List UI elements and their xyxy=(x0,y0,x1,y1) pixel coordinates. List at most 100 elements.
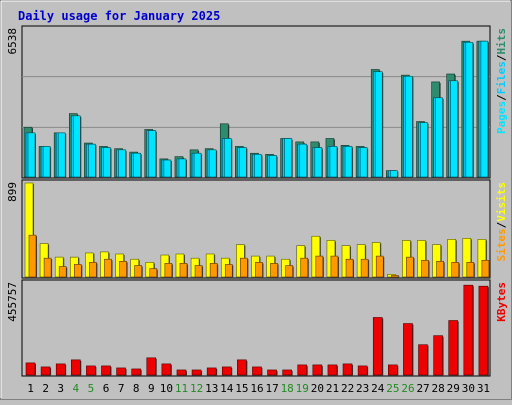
panel-bottom-legend: KBytes xyxy=(495,282,508,322)
x-tick-labels: 1 2 3 4 5 6 7 8 9 10 11 12 13 14 15 16 17 18 19 20 21 22 23 24 2… xyxy=(27,382,490,395)
bar-kbytes-day-15: KBytes 15: 75000 xyxy=(237,359,247,376)
x-tick-day-28: 28 xyxy=(432,382,445,395)
bar-pages-day-1: Pages 1: 1950 xyxy=(27,132,36,178)
bar-kbytes-day-12: KBytes 12: 25000 xyxy=(191,369,202,376)
bar-kbytes-day-10: KBytes 10: 55000 xyxy=(161,363,172,376)
chart-title: Daily usage for January 2025 xyxy=(18,9,220,23)
x-tick-day-13: 13 xyxy=(205,382,218,395)
bar-sites-day-31: Sites 31: 160 xyxy=(481,259,490,278)
bar-kbytes-day-8: KBytes 8: 30000 xyxy=(131,368,141,376)
panel-bottom: 455757 KBytes 1: 60000 KBytes 2: 40000 KByt… xyxy=(6,279,508,377)
legend-hits: Hits xyxy=(495,28,508,55)
bar-sites-day-5: Sites 5: 140 xyxy=(89,262,97,278)
x-tick-day-5: 5 xyxy=(88,382,95,395)
bar-kbytes-day-11: KBytes 11: 25000 xyxy=(176,369,187,376)
bar-sites-day-8: Sites 8: 110 xyxy=(134,265,142,278)
bar-pages-day-3: Pages 3: 1950 xyxy=(57,132,66,178)
bar-pages-day-9: Pages 9: 2050 xyxy=(148,130,157,178)
bar-kbytes-day-24: KBytes 24: 285000 xyxy=(372,317,383,376)
bar-kbytes-day-1: KBytes 1: 60000 xyxy=(25,362,36,376)
bar-sites-day-6: Sites 6: 170 xyxy=(104,258,112,278)
bar-sites-day-15: Sites 15: 180 xyxy=(240,257,248,278)
bar-sites-day-19: Sites 19: 180 xyxy=(300,257,309,278)
bar-sites-day-10: Sites 10: 130 xyxy=(164,263,173,278)
bar-pages-day-5: Pages 5: 1450 xyxy=(88,143,96,178)
bar-kbytes-day-5: KBytes 5: 45000 xyxy=(86,365,96,376)
bar-pages-day-21: Pages 21: 1350 xyxy=(329,146,338,178)
bar-kbytes-day-28: KBytes 28: 195000 xyxy=(433,335,443,376)
bar-pages-day-18: Pages 18: 1700 xyxy=(284,138,292,178)
x-tick-day-7: 7 xyxy=(118,382,125,395)
chart-panels: 6538Hits 1: 2200Files 1: 1950Pages 1: 19… xyxy=(6,25,508,377)
x-tick-day-9: 9 xyxy=(148,382,155,395)
bar-kbytes-day-6: KBytes 6: 45000 xyxy=(101,365,111,376)
bar-pages-day-28: Pages 28: 3500 xyxy=(435,97,443,178)
bar-kbytes-day-25: KBytes 25: 50000 xyxy=(388,364,398,376)
bar-sites-day-24: Sites 24: 200 xyxy=(375,255,384,278)
bar-sites-day-22: Sites 22: 170 xyxy=(345,258,354,278)
bar-kbytes-day-3: KBytes 3: 55000 xyxy=(55,363,66,376)
x-tick-day-27: 27 xyxy=(416,382,429,395)
bar-sites-day-29: Sites 29: 140 xyxy=(451,262,460,278)
bar-kbytes-day-16: KBytes 16: 40000 xyxy=(252,366,262,376)
bar-kbytes-day-4: KBytes 4: 75000 xyxy=(70,359,81,376)
bar-pages-day-23: Pages 23: 1300 xyxy=(359,147,368,178)
bar-pages-day-19: Pages 19: 1450 xyxy=(299,143,308,178)
bar-pages-day-10: Pages 10: 750 xyxy=(163,159,172,178)
bar-pages-day-17: Pages 17: 950 xyxy=(269,155,277,178)
x-tick-day-4: 4 xyxy=(73,382,80,395)
bar-pages-day-12: Pages 12: 1050 xyxy=(193,152,202,178)
x-tick-day-30: 30 xyxy=(462,382,475,395)
bar-kbytes-day-29: KBytes 29: 270000 xyxy=(448,320,459,376)
bar-pages-day-16: Pages 16: 1000 xyxy=(254,154,262,178)
bar-sites-day-2: Sites 2: 180 xyxy=(43,257,52,278)
bar-sites-day-25: Sites 25: 15 xyxy=(391,275,399,278)
bar-kbytes-day-23: KBytes 23: 45000 xyxy=(357,365,368,376)
bar-kbytes-day-26: KBytes 26: 255000 xyxy=(403,323,413,376)
panel-middle-legend: Sites/Visits xyxy=(495,182,508,262)
x-tick-day-19: 19 xyxy=(296,382,309,395)
x-tick-day-14: 14 xyxy=(220,382,234,395)
bar-kbytes-day-13: KBytes 13: 35000 xyxy=(206,367,217,376)
x-tick-day-18: 18 xyxy=(281,382,294,395)
bar-kbytes-day-17: KBytes 17: 25000 xyxy=(267,369,277,376)
legend-visits: Visits xyxy=(495,182,508,222)
bar-kbytes-day-2: KBytes 2: 40000 xyxy=(40,366,51,376)
bar-pages-day-11: Pages 11: 800 xyxy=(178,158,187,178)
bar-sites-day-13: Sites 13: 130 xyxy=(209,263,218,278)
bar-pages-day-4: Pages 4: 2700 xyxy=(72,115,81,178)
x-tick-day-6: 6 xyxy=(103,382,110,395)
bar-sites-day-17: Sites 17: 130 xyxy=(270,263,278,278)
bar-pages-day-24: Pages 24: 4650 xyxy=(374,71,383,178)
bar-sites-day-30: Sites 30: 140 xyxy=(466,262,475,278)
bar-kbytes-day-30: KBytes 30: 445000 xyxy=(463,284,474,376)
panel-top-max-label: 6538 xyxy=(6,28,19,55)
bar-kbytes-day-21: KBytes 21: 50000 xyxy=(327,364,338,376)
bar-pages-day-15: Pages 15: 1300 xyxy=(239,147,247,178)
bar-sites-day-4: Sites 4: 120 xyxy=(73,264,82,278)
bar-pages-day-26: Pages 26: 4450 xyxy=(405,75,413,178)
bar-kbytes-day-31: KBytes 31: 440000 xyxy=(478,285,489,376)
legend-kbytes: KBytes xyxy=(495,282,508,322)
bar-kbytes-day-7: KBytes 7: 35000 xyxy=(116,367,126,376)
x-tick-day-1: 1 xyxy=(27,382,34,395)
bar-kbytes-day-27: KBytes 27: 150000 xyxy=(418,344,428,376)
x-tick-day-25: 25 xyxy=(386,382,399,395)
x-tick-day-2: 2 xyxy=(42,382,49,395)
bar-sites-day-20: Sites 20: 200 xyxy=(315,255,324,278)
bar-pages-day-20: Pages 20: 1300 xyxy=(314,147,323,178)
x-tick-day-31: 31 xyxy=(477,382,490,395)
panel-middle-max-label: 899 xyxy=(6,182,19,202)
x-tick-day-10: 10 xyxy=(160,382,173,395)
bar-pages-day-6: Pages 6: 1300 xyxy=(103,147,111,178)
x-tick-day-16: 16 xyxy=(250,382,263,395)
bar-pages-day-31: Pages 31: 6000 xyxy=(480,40,489,178)
bar-kbytes-day-20: KBytes 20: 50000 xyxy=(312,364,323,376)
bar-pages-day-22: Pages 22: 1350 xyxy=(344,146,353,178)
x-tick-day-26: 26 xyxy=(401,382,414,395)
x-tick-day-23: 23 xyxy=(356,382,369,395)
panel-top: 6538Hits 1: 2200Files 1: 1950Pages 1: 19… xyxy=(6,25,508,179)
bar-sites-day-7: Sites 7: 150 xyxy=(119,261,127,278)
